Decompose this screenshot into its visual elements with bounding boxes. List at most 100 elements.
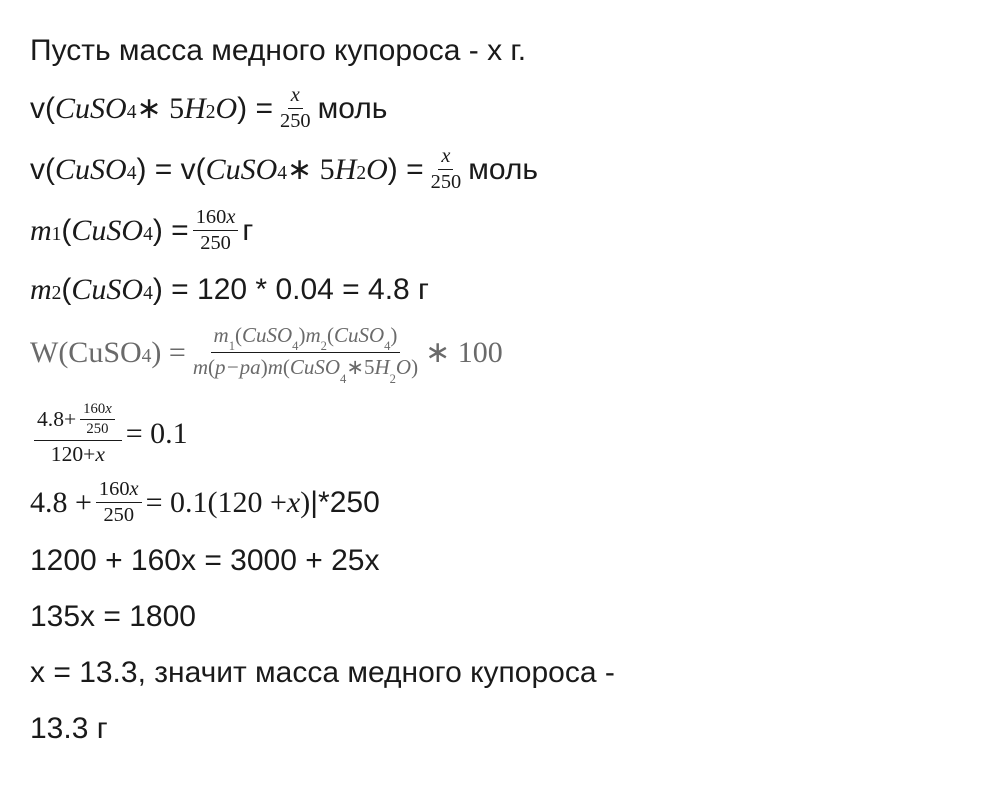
l6-num-s41: 4 (292, 339, 298, 353)
l6-den-st: ∗5 (346, 355, 374, 379)
l3-cuso4-2: CuSO (206, 147, 278, 192)
l6-den-o2: ( (283, 355, 290, 379)
l6-num-c1: CuSO (242, 323, 292, 347)
line-12: 13.3 г (30, 706, 977, 751)
l3-frac-den: 250 (428, 170, 465, 194)
line-7: 4.8+ 160x 250 120+x = 0.1 (30, 401, 977, 467)
l6-den-m1: m (193, 355, 208, 379)
l6-num: m1(CuSO4)m2(CuSO4) (211, 323, 401, 354)
l6-frac: m1(CuSO4)m2(CuSO4) m(p−pa)m(CuSO4∗5H2O) (190, 323, 421, 383)
l3-sub4-2: 4 (277, 159, 287, 188)
l3-h: H (335, 147, 357, 192)
line-10: 135x = 1800 (30, 594, 977, 639)
l2-frac-num: x (288, 84, 303, 109)
l4-sub1: 1 (52, 220, 62, 249)
l4-sub4: 4 (143, 220, 153, 249)
l2-close: ) = (237, 86, 273, 131)
line-3: v( CuSO4 ) = v( CuSO4 ∗ 5 H2 O ) = x 250… (30, 145, 977, 195)
l5-cuso4: CuSO (71, 267, 143, 312)
l4-frac-num: 160x (193, 206, 239, 231)
l2-frac: x 250 (277, 84, 314, 134)
l5-rest: ) = 120 * 0.04 = 4.8 г (153, 267, 429, 312)
l6-den-cl1: ) (261, 355, 268, 379)
text-intro: Пусть масса медного купороса - х г. (30, 28, 526, 73)
l2-h: H (184, 86, 206, 131)
line-1: Пусть масса медного купороса - х г. (30, 28, 977, 73)
l7-num-outer: 4.8+ 160x 250 (34, 401, 122, 441)
l6-den-oo: O (396, 355, 411, 379)
l3-frac-num: x (438, 145, 453, 170)
l3-sub2: 2 (356, 159, 366, 188)
l4-suffix: г (242, 208, 253, 253)
l8-paren: (120 + (208, 480, 287, 525)
l8-close: ) (300, 480, 310, 525)
l7-inner-frac: 160x 250 (80, 401, 115, 438)
l7-inner-num: 160x (80, 401, 115, 420)
l2-frac-den: 250 (277, 109, 314, 133)
l6-den-c: CuSO (290, 355, 340, 379)
l8-eq: = 0.1 (146, 480, 208, 525)
l4-close: ) = (153, 208, 189, 253)
l8-frac: 160x 250 (96, 478, 142, 528)
l3-frac: x 250 (428, 145, 465, 195)
l5-sub4: 4 (143, 279, 153, 308)
line-11: x = 13.3, значит масса медного купороса … (30, 650, 977, 695)
l6-mult: ∗ 100 (425, 330, 503, 375)
l5-m2: m (30, 267, 52, 312)
l11-text: x = 13.3, значит масса медного купороса … (30, 650, 615, 695)
line-8: 4.8 + 160x 250 = 0.1 (120 + x ) |*250 (30, 478, 977, 528)
l6-den-s2: 2 (390, 372, 396, 386)
l4-m1: m (30, 208, 52, 253)
l6-num-m2: m (305, 323, 320, 347)
l2-sub2: 2 (206, 98, 216, 127)
l6-den-ppa: p−pa (215, 355, 261, 379)
l7-frac: 4.8+ 160x 250 120+x (34, 401, 122, 467)
l7-eq: = 0.1 (126, 411, 188, 456)
l6-den-s4: 4 (340, 372, 346, 386)
l3-star: ∗ 5 (287, 147, 335, 192)
l4-frac: 160x 250 (193, 206, 239, 256)
l6-w: W(CuSO (30, 330, 142, 375)
l6-num-s2: 2 (321, 339, 327, 353)
l2-cuso4: CuSO (55, 86, 127, 131)
l2-prefix: v( (30, 86, 55, 131)
l6-num-o2: ( (327, 323, 334, 347)
line-9: 1200 + 160x = 3000 + 25x (30, 538, 977, 583)
l6-den-h: H (374, 355, 389, 379)
l3-sub4: 4 (127, 159, 137, 188)
l2-suffix: моль (318, 86, 388, 131)
l6-num-s42: 4 (384, 339, 390, 353)
l9-text: 1200 + 160x = 3000 + 25x (30, 538, 379, 583)
line-4: m1 ( CuSO4 ) = 160x 250 г (30, 206, 977, 256)
l8-frac-num: 160x (96, 478, 142, 503)
l5-open: ( (61, 267, 71, 312)
l8-x: x (287, 480, 300, 525)
l8-left1: 4.8 + (30, 480, 92, 525)
l6-den-m2: m (268, 355, 283, 379)
l4-open: ( (61, 208, 71, 253)
l6-num-s1: 1 (229, 339, 235, 353)
l3-suffix: моль (468, 147, 538, 192)
l10-text: 135x = 1800 (30, 594, 196, 639)
l8-suffix: |*250 (310, 480, 380, 525)
l12-text: 13.3 г (30, 706, 108, 751)
l6-den-o1: ( (208, 355, 215, 379)
l2-star: ∗ 5 (136, 86, 184, 131)
line-2: v( CuSO4 ∗ 5 H2 O ) = x 250 моль (30, 84, 977, 134)
l7-inner-den: 250 (83, 420, 111, 438)
l6-sub4: 4 (142, 342, 152, 371)
l3-close2: ) = (388, 147, 424, 192)
line-5: m2 ( CuSO4 ) = 120 * 0.04 = 4.8 г (30, 267, 977, 312)
l8-frac-den: 250 (100, 503, 137, 527)
l3-close1: ) = v( (136, 147, 205, 192)
line-6: W(CuSO4 ) = m1(CuSO4)m2(CuSO4) m(p−pa)m(… (30, 323, 977, 383)
l6-num-c2: CuSO (334, 323, 384, 347)
l7-den-outer: 120+x (48, 441, 108, 467)
l5-sub2: 2 (52, 279, 62, 308)
l2-o: O (216, 86, 238, 131)
l6-den: m(p−pa)m(CuSO4∗5H2O) (190, 353, 421, 383)
l6-num-cl2: ) (390, 323, 397, 347)
l6-num-m1: m (214, 323, 229, 347)
l4-frac-den: 250 (197, 231, 234, 255)
l4-cuso4: CuSO (71, 208, 143, 253)
